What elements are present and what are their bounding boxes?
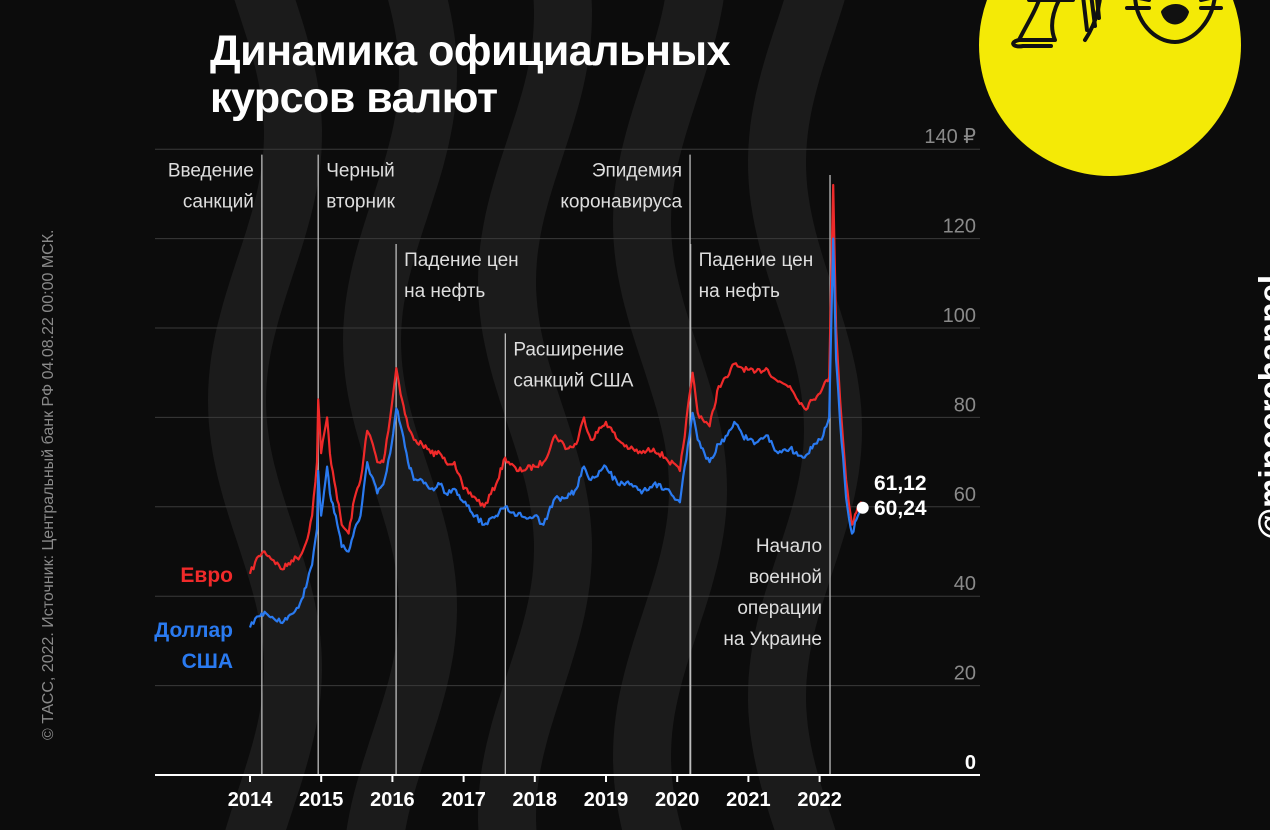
x-tick-label: 2020: [655, 789, 700, 811]
x-tick-label: 2021: [726, 789, 771, 811]
usd-line: [248, 237, 863, 628]
meat-grinder-icon: [1011, 0, 1102, 49]
end-dot: [856, 501, 869, 514]
cat-face-icon: [1125, 0, 1223, 44]
y-tick-label: 60: [954, 484, 976, 506]
series-lines: [248, 183, 863, 628]
y-tick-label: 0: [965, 752, 976, 774]
event-label: Эпидемия: [592, 161, 682, 182]
channel-handle: @mincerchannel: [1252, 274, 1270, 540]
event-label: на нефть: [699, 281, 780, 302]
event-label: вторник: [326, 192, 395, 213]
chart-title: Динамика официальных курсов валют: [210, 27, 731, 122]
usd-end-value: 60,24: [874, 497, 927, 520]
euro-end-value: 61,12: [874, 472, 927, 495]
title-line-1: Динамика официальных: [210, 27, 731, 75]
event-label: на нефть: [404, 281, 485, 302]
event-label: Падение цен: [699, 250, 814, 271]
legend-usd: Доллар: [154, 619, 233, 642]
event-label: Падение цен: [404, 250, 519, 271]
event-label: Черный: [326, 161, 395, 182]
background-wave: [747, 0, 863, 830]
event-annotations: Введение санкций Черный вторник Падение цен н…: [168, 154, 831, 775]
event-label: Введение: [168, 161, 254, 182]
background-wave: [477, 0, 593, 830]
euro-line: [248, 183, 863, 575]
y-tick-label: 140 ₽: [924, 126, 976, 148]
x-tick-label: 2017: [441, 789, 486, 811]
x-tick-label: 2019: [584, 789, 629, 811]
y-tick-label: 80: [954, 394, 976, 416]
x-tick-label: 2022: [797, 789, 842, 811]
event-label: санкций США: [513, 370, 633, 391]
event-label: операции: [737, 598, 822, 619]
event-label: санкций: [183, 192, 254, 213]
y-tick-label: 40: [954, 573, 976, 595]
event-label: на Украине: [723, 629, 822, 650]
event-label: коронавируса: [560, 192, 682, 213]
background-wave: [207, 0, 323, 830]
event-label: Начало: [756, 536, 822, 557]
grid-lines: [155, 148, 980, 687]
x-tick-label: 2015: [299, 789, 344, 811]
y-tick-label: 20: [954, 663, 976, 685]
source-credit: © ТАСС, 2022. Источник: Центральный банк…: [40, 229, 57, 741]
x-tick-label: 2014: [228, 789, 273, 811]
x-tick-label: 2018: [513, 789, 558, 811]
legend-euro: Евро: [180, 564, 233, 587]
legend-usd: США: [182, 650, 233, 673]
axes: 0 20 40 60 80 100 120 140 ₽ 2014 2015 2016 2017 2018…: [155, 126, 980, 811]
title-line-2: курсов валют: [210, 74, 498, 122]
y-tick-label: 100: [943, 305, 976, 327]
event-label: военной: [749, 567, 822, 588]
background-wave: [342, 0, 458, 830]
event-label: Расширение: [513, 339, 624, 360]
x-tick-label: 2016: [370, 789, 415, 811]
y-tick-label: 120: [943, 216, 976, 238]
background-waves: [207, 0, 863, 830]
